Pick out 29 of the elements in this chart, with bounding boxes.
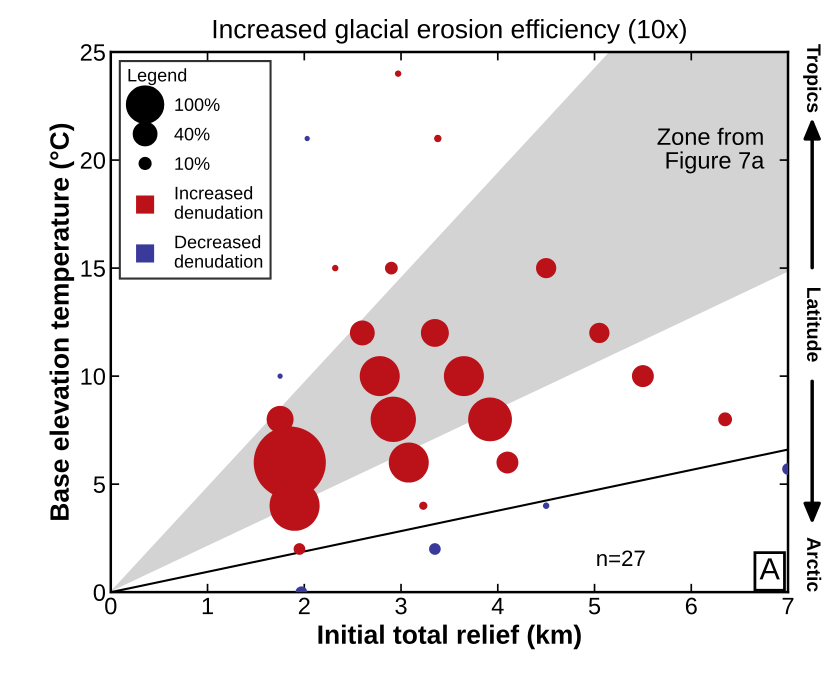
annotation: A [760, 558, 780, 580]
legend-label: Decreased denudation [174, 235, 262, 268]
x-tick-label: 3 [395, 598, 407, 614]
legend-label: 10% [175, 157, 210, 170]
legend-label: 40% [174, 128, 210, 141]
y-tick-label: 20 [80, 152, 106, 169]
legend-title: Legend [128, 68, 186, 86]
y-tick-label: 0 [94, 584, 106, 601]
x-tick-label: 4 [492, 598, 504, 614]
annotation: Zone from Figure 7a [657, 128, 764, 174]
text: Arctic [806, 538, 822, 592]
y-axis-title: Base elevation temperature (°C) [50, 124, 74, 520]
y-tick-label: 15 [81, 260, 105, 277]
chart-title: Increased glacial erosion efficiency (10x) [214, 19, 686, 44]
annotation: n=27 [597, 550, 645, 566]
legend-label: Increased denudation [174, 186, 262, 219]
x-tick-label: 2 [298, 598, 310, 614]
x-tick-label: 1 [202, 598, 213, 614]
x-tick-label: 6 [686, 598, 697, 614]
y-tick-label: 5 [94, 476, 105, 493]
text: Latitude [806, 288, 822, 362]
legend-label: 100% [175, 98, 220, 112]
y-tick-label: 10 [81, 368, 106, 385]
text: Tropics [803, 44, 822, 112]
x-tick-label: 0 [105, 598, 116, 614]
x-tick-label: 7 [782, 598, 794, 614]
y-tick-label: 25 [80, 44, 105, 61]
x-axis-title: Initial total relief (km) [318, 624, 581, 650]
x-tick-label: 5 [588, 598, 600, 614]
